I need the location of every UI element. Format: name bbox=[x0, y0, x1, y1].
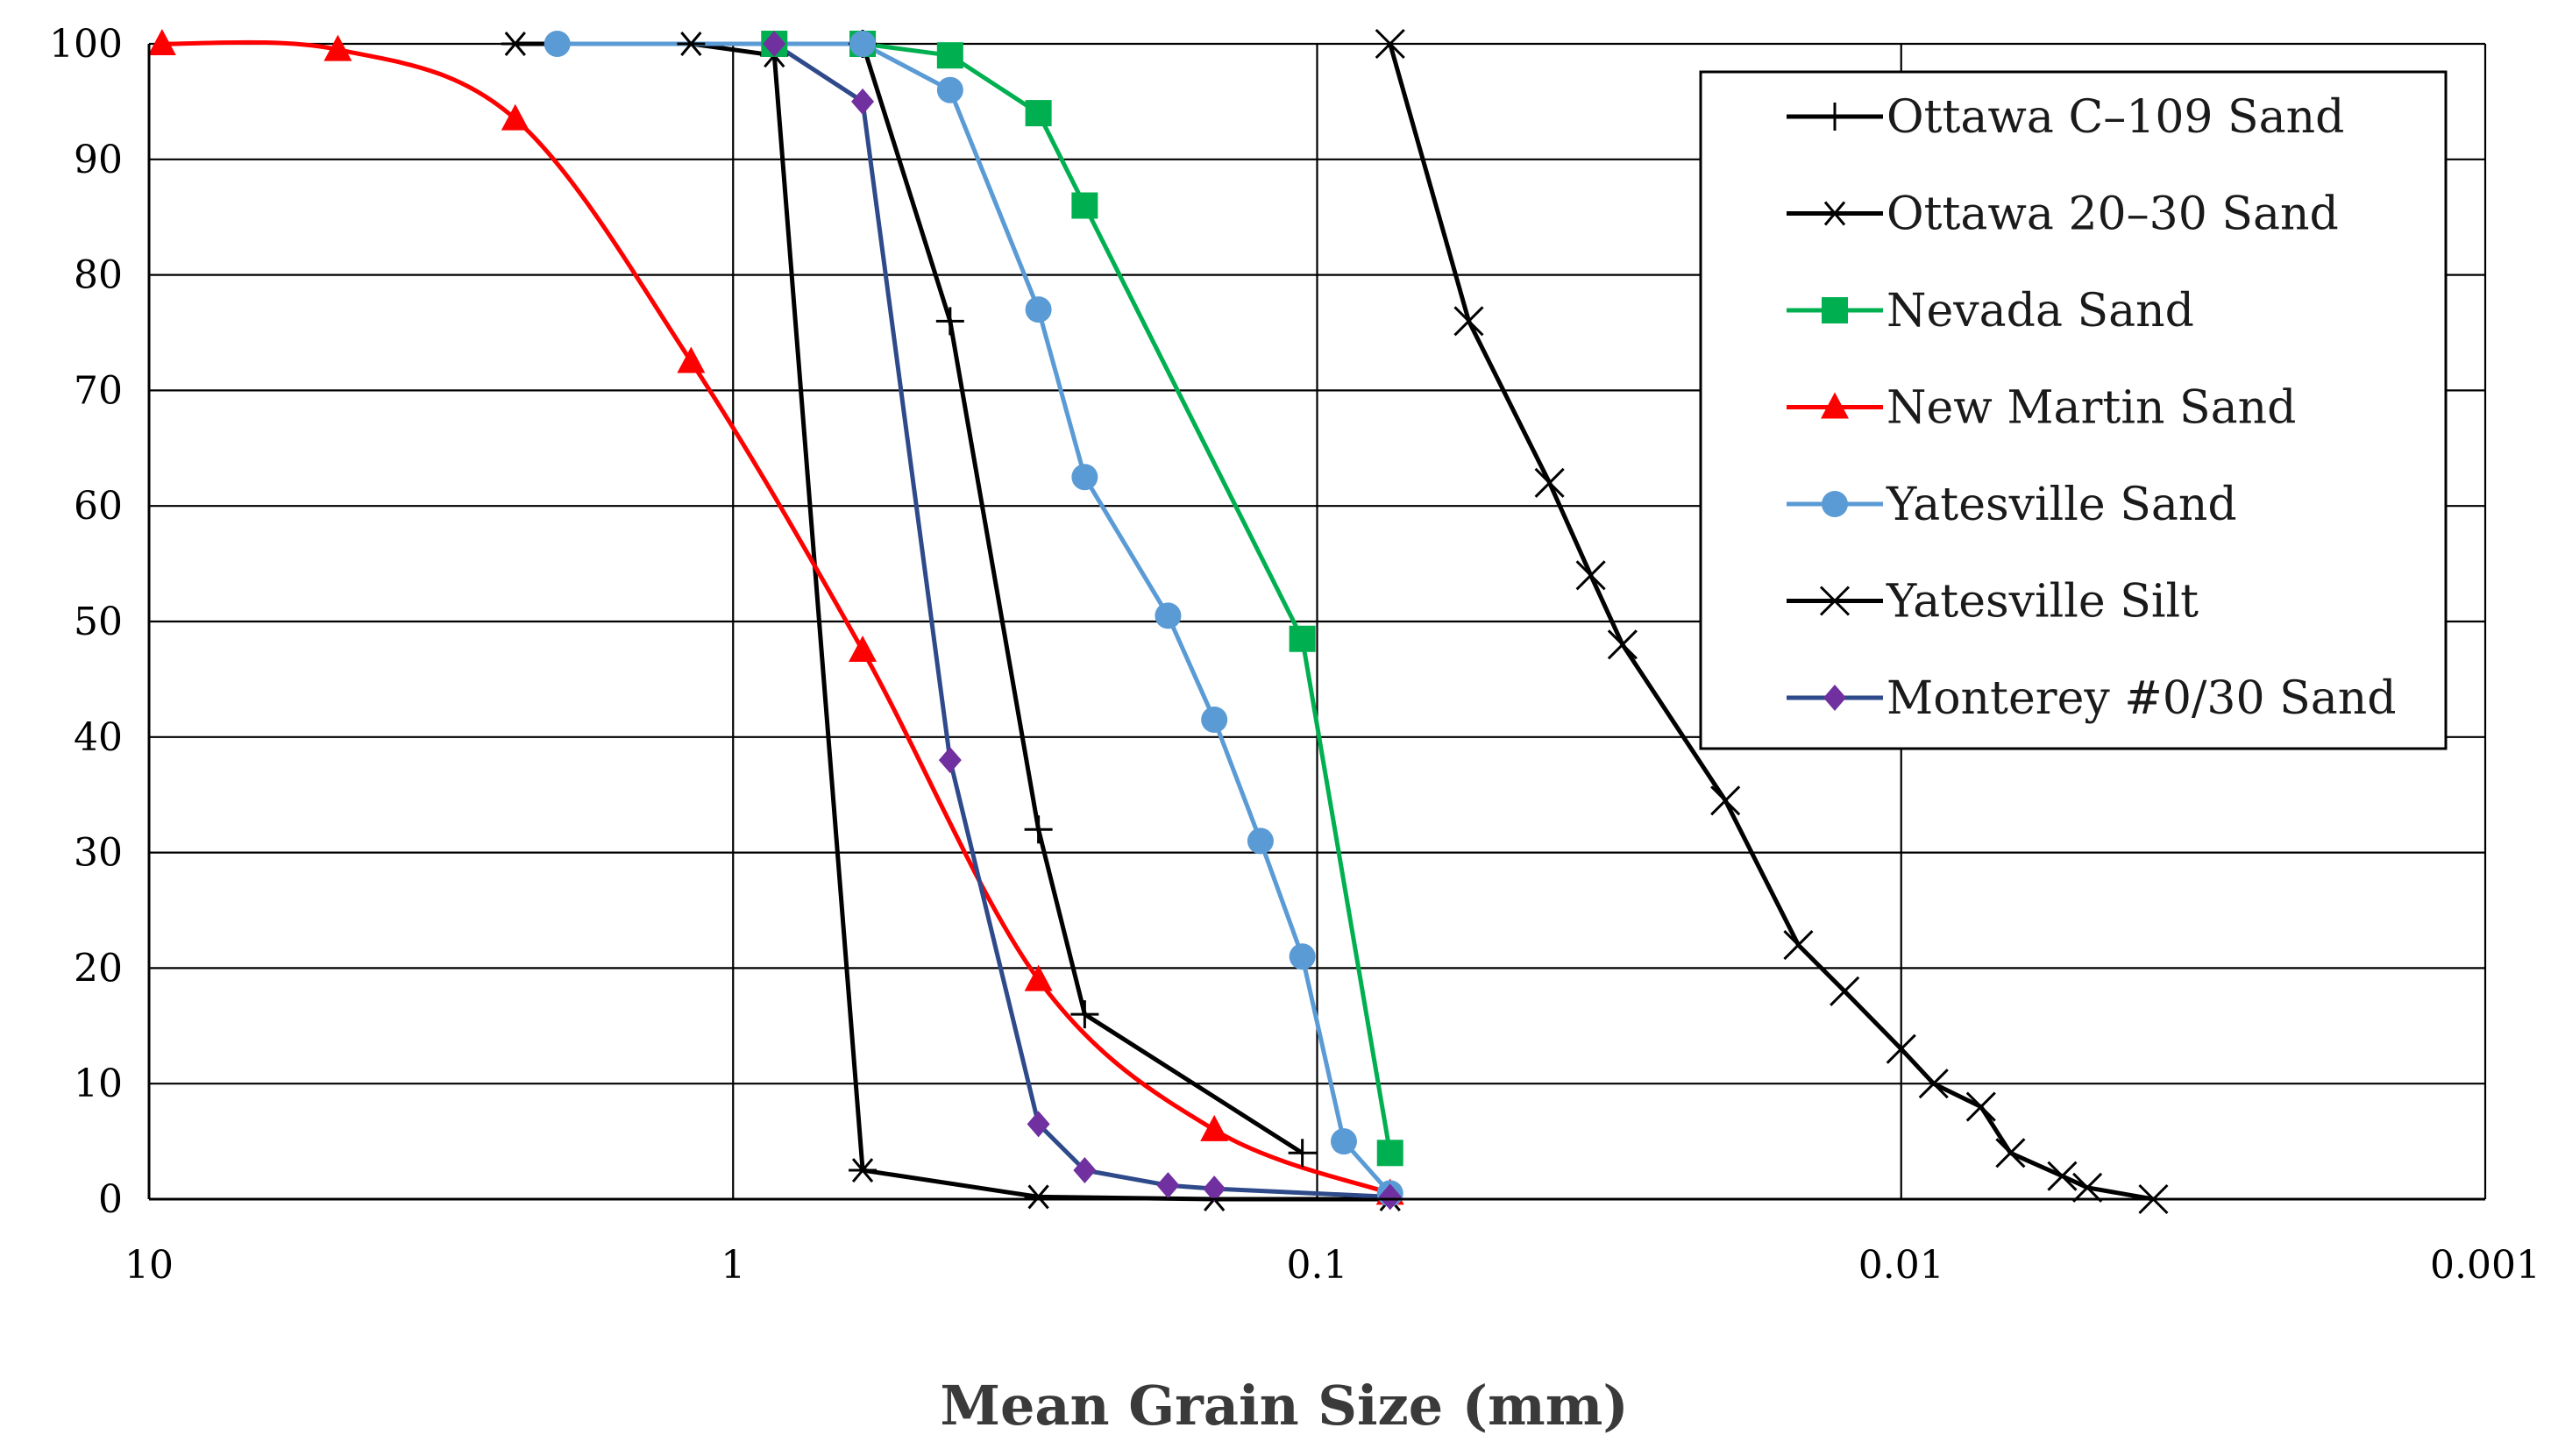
x-tick-label: 0.001 bbox=[2430, 1243, 2540, 1288]
data-point-ottawa-20-30-sand bbox=[501, 32, 529, 56]
legend-label: Ottawa 20–30 Sand bbox=[1887, 188, 2339, 241]
data-point-new-martin-sand bbox=[1024, 964, 1053, 991]
data-point-yatesville-sand bbox=[1247, 827, 1274, 855]
data-point-new-martin-sand bbox=[323, 34, 352, 61]
data-point-yatesville-sand bbox=[936, 76, 963, 103]
legend-label: New Martin Sand bbox=[1887, 382, 2296, 435]
legend-item-ottawa-c-109-sand: Ottawa C–109 Sand bbox=[1787, 91, 2344, 144]
data-point-ottawa-c-109-sand bbox=[1288, 1139, 1317, 1168]
data-point-monterey-0-30-sand bbox=[1027, 1111, 1050, 1138]
legend-item-yatesville-silt: Yatesville Silt bbox=[1787, 576, 2199, 629]
data-point-yatesville-silt bbox=[1995, 1138, 2026, 1168]
y-tick-label: 20 bbox=[74, 946, 123, 991]
data-point-nevada-sand bbox=[936, 42, 963, 69]
data-point-yatesville-silt bbox=[1534, 467, 1565, 498]
data-point-yatesville-silt bbox=[1710, 785, 1741, 816]
x-tick-label: 1 bbox=[721, 1243, 745, 1288]
data-point-nevada-sand bbox=[1376, 1140, 1403, 1167]
data-point-new-martin-sand bbox=[501, 103, 529, 131]
data-point-monterey-0-30-sand bbox=[1073, 1157, 1097, 1184]
data-point-yatesville-sand bbox=[1330, 1128, 1357, 1155]
data-point-yatesville-silt bbox=[1918, 1069, 1949, 1099]
y-tick-label: 60 bbox=[74, 484, 123, 529]
data-point-monterey-0-30-sand bbox=[763, 31, 786, 57]
data-point-yatesville-sand bbox=[544, 31, 571, 57]
data-point-yatesville-sand bbox=[849, 31, 877, 57]
data-point-monterey-0-30-sand bbox=[1156, 1172, 1180, 1199]
data-point-yatesville-sand bbox=[1071, 464, 1098, 491]
data-point-yatesville-sand bbox=[1025, 296, 1052, 323]
data-point-yatesville-silt bbox=[1783, 929, 1814, 961]
data-point-monterey-0-30-sand bbox=[938, 747, 962, 774]
y-tick-label: 70 bbox=[74, 368, 123, 413]
legend-label: Monterey #0/30 Sand bbox=[1887, 672, 2397, 725]
legend-item-ottawa-20-30-sand: Ottawa 20–30 Sand bbox=[1787, 188, 2339, 241]
series-line-yatesville-sand bbox=[557, 41, 1392, 1196]
data-point-monterey-0-30-sand bbox=[1203, 1175, 1226, 1203]
legend-label: Nevada Sand bbox=[1887, 285, 2194, 337]
legend-marker-yatesville-sand bbox=[1822, 491, 1848, 517]
data-point-ottawa-c-109-sand bbox=[1070, 1000, 1099, 1029]
data-point-monterey-0-30-sand bbox=[1378, 1183, 1402, 1211]
data-point-yatesville-silt bbox=[1830, 976, 1860, 1006]
data-point-yatesville-silt bbox=[1375, 28, 1405, 60]
series-line-new-martin-sand bbox=[161, 39, 1391, 1196]
data-point-yatesville-silt bbox=[1886, 1033, 1916, 1064]
data-point-ottawa-20-30-sand bbox=[849, 1158, 878, 1183]
data-point-yatesville-silt bbox=[2072, 1172, 2103, 1203]
y-tick-label: 100 bbox=[49, 22, 123, 67]
data-point-ottawa-20-30-sand bbox=[677, 32, 706, 56]
legend-marker-ottawa-20-30-sand bbox=[1821, 201, 1849, 226]
data-point-yatesville-silt bbox=[1607, 629, 1638, 660]
y-tick-label: 90 bbox=[74, 138, 123, 182]
x-axis-label: Mean Grain Size (mm) bbox=[940, 1374, 1628, 1438]
data-point-nevada-sand bbox=[1289, 625, 1316, 652]
y-tick-label: 40 bbox=[74, 715, 123, 760]
y-tick-labels: 0 10 20 30 40 50 60 70 80 90 100 bbox=[49, 22, 123, 1222]
y-tick-label: 80 bbox=[74, 253, 123, 298]
data-point-new-martin-sand bbox=[147, 29, 176, 55]
legend-item-monterey-0-30-sand: Monterey #0/30 Sand bbox=[1787, 672, 2397, 725]
data-point-ottawa-20-30-sand bbox=[1024, 1184, 1053, 1210]
x-tick-labels: 10 1 0.1 0.01 0.001 bbox=[124, 1243, 2540, 1288]
data-point-nevada-sand bbox=[1025, 100, 1052, 127]
legend-item-yatesville-sand: Yatesville Sand bbox=[1787, 479, 2237, 531]
legend-label: Yatesville Sand bbox=[1886, 479, 2237, 531]
data-point-ottawa-c-109-sand bbox=[935, 307, 964, 336]
data-point-new-martin-sand bbox=[849, 635, 878, 662]
data-point-monterey-0-30-sand bbox=[851, 88, 875, 115]
legend-marker-monterey-0-30-sand bbox=[1823, 685, 1846, 711]
y-tick-label: 50 bbox=[74, 600, 123, 644]
legend-label: Yatesville Silt bbox=[1886, 576, 2199, 629]
legend-marker-new-martin-sand bbox=[1821, 392, 1849, 419]
data-point-yatesville-silt bbox=[1965, 1091, 1996, 1122]
legend-marker-nevada-sand bbox=[1822, 297, 1848, 323]
data-point-yatesville-sand bbox=[1201, 707, 1228, 734]
y-tick-label: 30 bbox=[74, 831, 123, 876]
legend-marker-ottawa-c-109-sand bbox=[1821, 103, 1849, 131]
y-tick-label: 0 bbox=[98, 1177, 123, 1222]
legend-label: Ottawa C–109 Sand bbox=[1887, 91, 2344, 144]
data-point-yatesville-silt bbox=[1453, 306, 1484, 337]
data-point-yatesville-sand bbox=[1289, 943, 1316, 970]
x-tick-label: 10 bbox=[124, 1243, 174, 1288]
legend: Ottawa C–109 Sand Ottawa 20–30 Sand Nevada… bbox=[1699, 70, 2448, 750]
data-point-ottawa-c-109-sand bbox=[1024, 815, 1053, 844]
legend-box bbox=[1699, 70, 2448, 750]
legend-item-nevada-sand: Nevada Sand bbox=[1787, 285, 2194, 337]
data-point-new-martin-sand bbox=[1200, 1114, 1229, 1141]
data-point-yatesville-silt bbox=[1575, 560, 1606, 591]
legend-item-new-martin-sand: New Martin Sand bbox=[1787, 382, 2296, 435]
data-point-yatesville-silt bbox=[2047, 1161, 2078, 1191]
x-tick-label: 0.1 bbox=[1287, 1243, 1348, 1288]
x-tick-label: 0.01 bbox=[1858, 1243, 1944, 1288]
y-tick-label: 10 bbox=[74, 1062, 123, 1106]
data-point-yatesville-sand bbox=[1155, 602, 1182, 629]
series-markers bbox=[147, 28, 2169, 1215]
legend-marker-yatesville-silt bbox=[1819, 586, 1851, 616]
plot-axes bbox=[147, 44, 2485, 1201]
data-point-nevada-sand bbox=[1071, 192, 1098, 219]
data-point-new-martin-sand bbox=[677, 346, 706, 373]
